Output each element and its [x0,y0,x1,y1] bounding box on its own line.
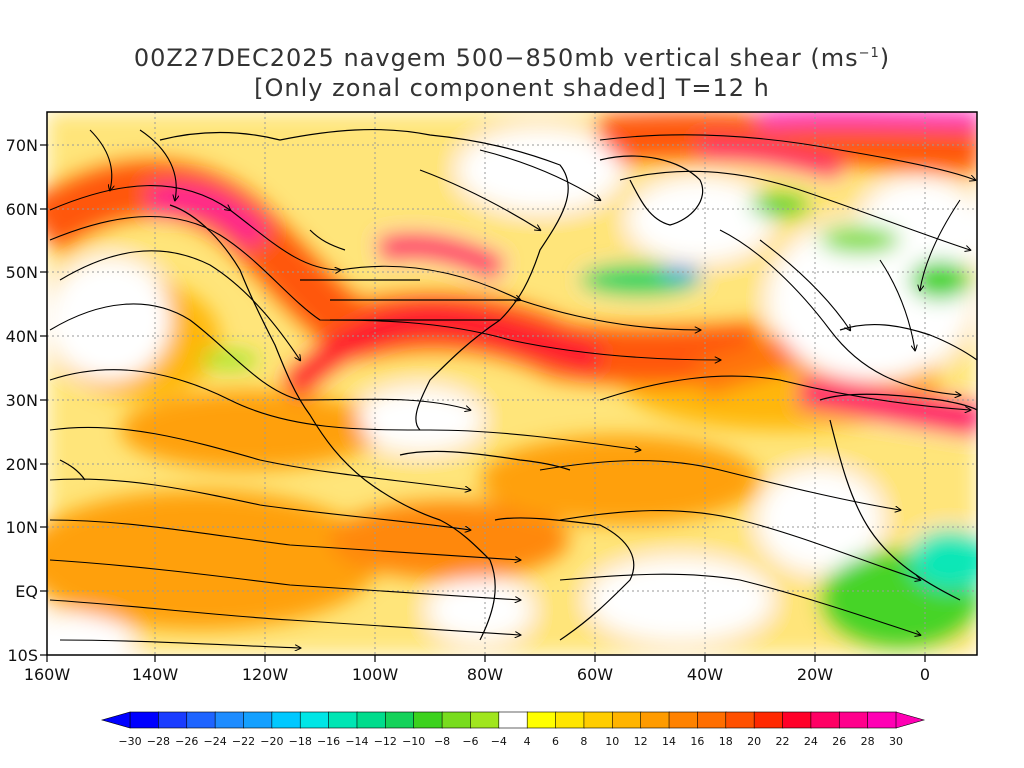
colorbar-swatch [243,711,273,729]
colorbar-label: −10 [402,735,425,748]
colorbar-swatch [299,711,330,729]
colorbar-label: −28 [147,735,170,748]
x-tick-label: 40W [687,665,723,684]
colorbar [100,711,926,729]
colorbar-min-arrow [100,711,131,729]
y-tick-label: 30N [6,391,38,410]
x-axis-labels: 160W 140W 120W 100W 80W 60W 40W 20W 0 [24,665,930,684]
colorbar-swatch [611,711,642,729]
y-tick-label: 60N [6,200,38,219]
y-tick-label: 40N [6,327,38,346]
colorbar-label: 8 [580,735,587,748]
colorbar-swatch [328,711,358,729]
x-tick-label: 60W [577,665,613,684]
colorbar-label: −12 [374,735,397,748]
colorbar-label: −24 [204,735,227,748]
y-tick-label: 50N [6,263,38,282]
colorbar-swatch [583,711,614,729]
colorbar-label: −4 [491,735,507,748]
colorbar-swatch [271,711,302,729]
colorbar-swatch [838,711,869,729]
x-tick-label: 0 [920,665,930,684]
colorbar-swatch [441,711,472,729]
colorbar-label: 28 [861,735,875,748]
colorbar-label: −18 [289,735,312,748]
colorbar-swatch [725,711,755,729]
colorbar-swatch [753,711,784,729]
x-tick-label: 160W [24,665,71,684]
colorbar-swatch [697,711,727,729]
y-axis-labels: 70N 60N 50N 40N 30N 20N 10N EQ 10S [6,136,38,665]
colorbar-swatch [158,711,188,729]
colorbar-label: −22 [232,735,255,748]
colorbar-swatch [214,711,245,729]
y-tick-label: EQ [15,582,38,601]
y-tick-label: 10N [6,518,38,537]
map-frame [46,111,978,656]
colorbar-label: 10 [605,735,619,748]
colorbar-label: −30 [118,735,141,748]
colorbar-label: −20 [260,735,283,748]
x-tick-label: 80W [467,665,503,684]
colorbar-label: −6 [462,735,478,748]
colorbar-label: 22 [776,735,790,748]
x-tick-label: 100W [352,665,399,684]
x-tick-label: 20W [797,665,833,684]
map-title: 00Z27DEC2025 navgem 500−850mb vertical s… [133,44,891,72]
colorbar-swatch [186,711,216,729]
colorbar-swatch [782,711,812,729]
colorbar-labels: −30 −28 −26 −24 −22 −20 −18 −16 −14 −12 −10 −8 −6 −4 4… [118,735,903,748]
y-tick-label: 20N [6,455,38,474]
colorbar-label: 16 [690,735,704,748]
colorbar-label: 24 [804,735,818,748]
colorbar-label: 4 [524,735,531,748]
colorbar-label: −14 [345,735,368,748]
colorbar-label: −16 [317,735,340,748]
colorbar-label: −8 [434,735,450,748]
colorbar-swatch [810,711,841,729]
colorbar-label: 6 [552,735,559,748]
colorbar-swatch [470,711,500,729]
colorbar-label: 18 [719,735,733,748]
colorbar-swatch [385,711,415,729]
colorbar-swatch [555,711,585,729]
colorbar-swatch [356,711,387,729]
colorbar-label: 30 [889,735,903,748]
colorbar-swatch [498,711,528,729]
streamlines [49,129,975,648]
axis-ticks [40,144,926,662]
colorbar-swatch [640,711,670,729]
colorbar-label: 26 [832,735,846,748]
grid-lines [47,112,977,655]
colorbar-max-arrow [895,711,926,729]
y-tick-label: 10S [7,646,38,665]
colorbar-swatch [526,711,557,729]
colorbar-label: 20 [747,735,761,748]
colorbar-label: 12 [634,735,648,748]
colorbar-swatch [867,711,897,729]
y-tick-label: 70N [6,136,38,155]
shear-shading [47,112,977,655]
colorbar-swatch [668,711,699,729]
map-subtitle: [Only zonal component shaded] T=12 h [254,74,770,102]
colorbar-label: −26 [175,735,198,748]
colorbar-swatch [413,711,443,729]
x-tick-label: 140W [132,665,179,684]
colorbar-swatch [129,711,160,729]
x-tick-label: 120W [242,665,289,684]
colorbar-label: 14 [662,735,676,748]
